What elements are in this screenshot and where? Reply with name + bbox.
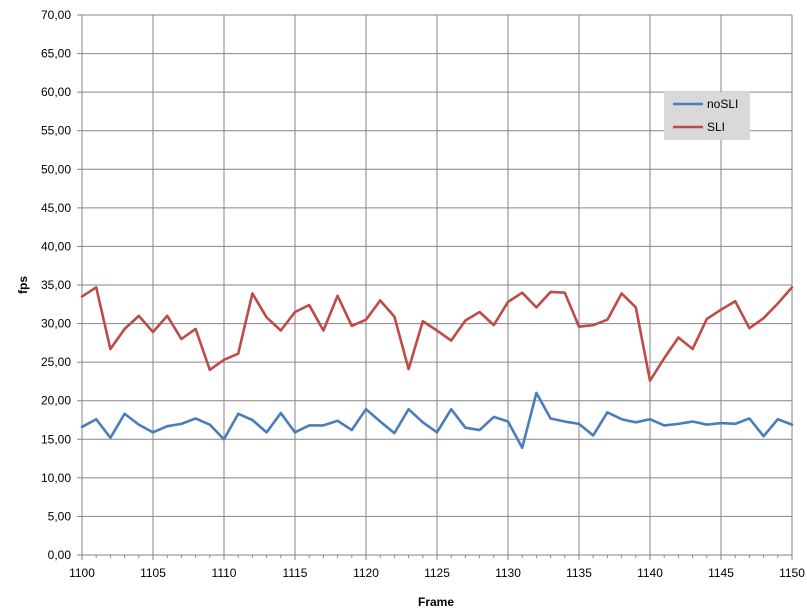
y-tick-label: 45,00 [41, 201, 71, 215]
x-axis-title: Frame [418, 595, 454, 609]
y-tick-label: 60,00 [41, 85, 71, 99]
axes: 0,00 5,00 10,00 15,00 20,00 25,00 30,00 35,00 40… [41, 8, 805, 580]
y-tick-label: 70,00 [41, 8, 71, 22]
y-tick-label: 40,00 [41, 239, 71, 253]
series-line-noSLI [80, 391, 794, 450]
y-tick-label: 25,00 [41, 355, 71, 369]
y-tick-label: 30,00 [41, 317, 71, 331]
legend-label-SLI: SLI [707, 120, 725, 134]
legend-label-noSLI: noSLI [707, 97, 738, 111]
y-tick-label: 65,00 [41, 47, 71, 61]
legend-box [664, 92, 750, 140]
y-tick-label: 5,00 [48, 509, 72, 523]
series-line-SLI [80, 286, 794, 382]
gridlines [81, 14, 793, 556]
y-tick-label: 50,00 [41, 162, 71, 176]
y-tick-label: 15,00 [41, 432, 71, 446]
y-tick-label: 20,00 [41, 394, 71, 408]
x-tick-label: 1125 [424, 566, 450, 580]
y-tick-label: 35,00 [41, 278, 71, 292]
x-tick-label: 1150 [779, 566, 805, 580]
legend: noSLI SLI [664, 92, 750, 140]
x-tick-label: 1115 [283, 566, 308, 580]
y-tick-label: 0,00 [48, 548, 72, 562]
x-tick-label: 1110 [212, 566, 237, 580]
x-tick-label: 1130 [495, 566, 521, 580]
series-lines [80, 286, 794, 450]
y-axis-title: fps [16, 276, 30, 294]
x-tick-label: 1100 [69, 566, 95, 580]
x-tick-label: 1105 [140, 566, 166, 580]
x-tick-label: 1140 [637, 566, 663, 580]
x-tick-label: 1120 [353, 566, 379, 580]
x-tick-label: 1145 [708, 566, 734, 580]
x-tick-label: 1135 [566, 566, 592, 580]
y-tick-label: 10,00 [41, 471, 71, 485]
y-tick-label: 55,00 [41, 124, 71, 138]
